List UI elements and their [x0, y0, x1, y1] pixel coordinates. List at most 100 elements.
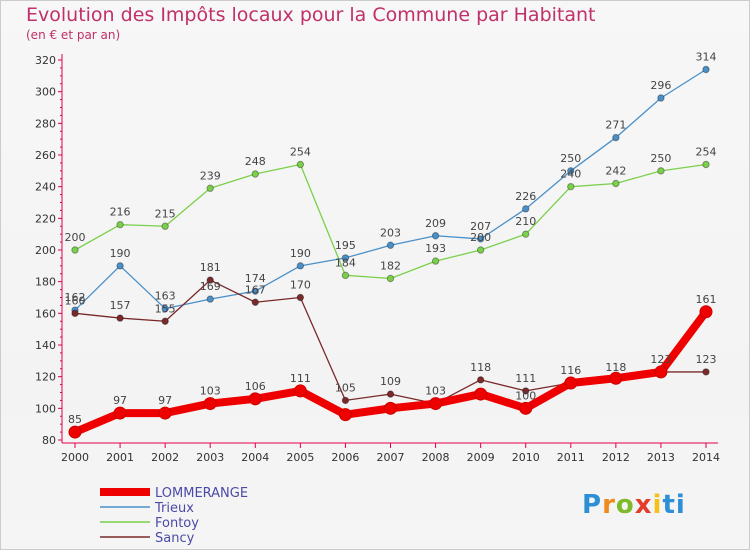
legend-label-sancy: Sancy	[155, 531, 195, 546]
data-label-fontoy: 248	[245, 155, 266, 168]
data-label-trieux: 209	[425, 217, 446, 230]
data-label-sancy: 181	[200, 261, 221, 274]
x-tick-label: 2003	[196, 451, 224, 464]
y-tick-label: 220	[35, 212, 56, 225]
data-point-trieux	[702, 65, 710, 74]
data-point-trieux	[612, 133, 620, 142]
x-tick-label: 2006	[331, 451, 359, 464]
data-point-lommerange	[429, 397, 443, 411]
data-point-lommerange	[474, 387, 488, 401]
data-point-sancy	[161, 317, 169, 325]
data-point-trieux	[567, 167, 575, 175]
data-label-lommerange: 106	[245, 380, 266, 393]
data-point-trieux	[476, 235, 485, 243]
data-point-lommerange	[384, 401, 397, 415]
x-tick-label: 2009	[467, 451, 495, 464]
data-point-trieux	[431, 232, 440, 240]
legend-label-lommerange: LOMMERANGE	[155, 486, 248, 501]
data-point-fontoy	[386, 274, 395, 283]
x-tick-label: 2004	[241, 451, 269, 464]
data-label-fontoy: 210	[515, 215, 536, 228]
data-label-fontoy: 200	[470, 231, 491, 244]
data-point-sancy	[206, 276, 214, 284]
y-tick-label: 160	[35, 307, 56, 320]
data-point-fontoy	[476, 246, 485, 254]
data-point-fontoy	[341, 271, 350, 280]
data-point-fontoy	[206, 184, 214, 192]
y-tick-label: 280	[35, 117, 56, 130]
y-tick-label: 260	[35, 149, 56, 162]
y-tick-label: 140	[35, 339, 56, 352]
data-point-trieux	[296, 262, 305, 270]
series-line-trieux	[74, 68, 707, 311]
data-label-fontoy: 240	[560, 168, 581, 181]
data-label-trieux: 203	[380, 226, 401, 239]
data-label-lommerange: 161	[696, 293, 717, 306]
data-point-fontoy	[657, 167, 665, 175]
x-tick-label: 2007	[377, 451, 405, 464]
data-label-sancy: 170	[290, 279, 311, 292]
data-label-sancy: 118	[605, 361, 626, 374]
data-point-lommerange	[564, 376, 578, 390]
data-label-trieux: 169	[200, 280, 221, 293]
data-point-lommerange	[248, 392, 262, 406]
data-label-sancy: 160	[65, 294, 86, 307]
y-tick-label: 320	[35, 54, 56, 67]
proxiti-logo: Proxiti	[582, 490, 686, 520]
data-point-fontoy	[71, 246, 79, 254]
data-label-trieux: 314	[696, 51, 717, 64]
data-point-fontoy	[612, 179, 620, 188]
data-label-lommerange: 100	[515, 389, 536, 402]
data-point-sancy	[116, 314, 124, 322]
data-label-trieux: 207	[470, 220, 491, 233]
data-point-fontoy	[296, 160, 305, 169]
data-point-sancy	[341, 396, 350, 405]
data-label-sancy: 111	[515, 372, 536, 385]
data-point-trieux	[341, 254, 350, 262]
data-label-sancy: 167	[245, 283, 266, 296]
data-point-sancy	[476, 376, 485, 384]
data-point-trieux	[116, 262, 124, 270]
data-label-trieux: 190	[110, 247, 131, 260]
chart-subtitle: (en € et par an)	[26, 28, 121, 42]
data-point-fontoy	[431, 257, 440, 265]
data-label-trieux: 250	[560, 152, 581, 165]
data-label-trieux: 195	[335, 239, 356, 252]
data-point-lommerange	[609, 371, 623, 385]
x-tick-label: 2001	[106, 451, 134, 464]
data-point-sancy	[296, 293, 305, 302]
data-point-sancy	[71, 309, 79, 318]
data-label-sancy: 123	[696, 353, 717, 366]
data-point-lommerange	[203, 397, 217, 411]
data-label-trieux: 162	[65, 291, 86, 304]
y-tick-label: 80	[42, 434, 56, 447]
data-label-sancy: 157	[110, 299, 131, 312]
chart-title: Evolution des Impôts locaux pour la Comm…	[26, 4, 596, 26]
data-point-trieux	[657, 94, 665, 102]
data-label-fontoy: 200	[65, 231, 86, 244]
data-label-trieux: 271	[605, 119, 626, 132]
data-point-sancy	[386, 390, 395, 398]
data-label-trieux: 226	[515, 190, 536, 203]
data-point-trieux	[206, 295, 214, 303]
data-label-lommerange: 97	[158, 394, 172, 407]
data-label-sancy: 105	[335, 381, 356, 394]
data-label-fontoy: 254	[696, 146, 717, 159]
data-label-sancy: 116	[560, 364, 581, 377]
data-point-lommerange	[699, 305, 713, 319]
data-point-fontoy	[702, 160, 710, 169]
data-point-trieux	[251, 287, 259, 295]
y-tick-label: 100	[35, 402, 56, 415]
y-tick-label: 240	[35, 181, 56, 194]
data-label-sancy: 109	[380, 375, 401, 388]
data-label-lommerange: 103	[200, 385, 221, 398]
data-point-sancy	[702, 368, 710, 376]
data-point-trieux	[386, 241, 395, 249]
legend-label-fontoy: Fontoy	[155, 516, 199, 531]
data-label-fontoy: 250	[650, 152, 671, 165]
data-point-trieux	[522, 205, 530, 213]
data-point-lommerange	[654, 365, 668, 379]
data-point-fontoy	[116, 220, 124, 229]
x-tick-label: 2002	[151, 451, 179, 464]
